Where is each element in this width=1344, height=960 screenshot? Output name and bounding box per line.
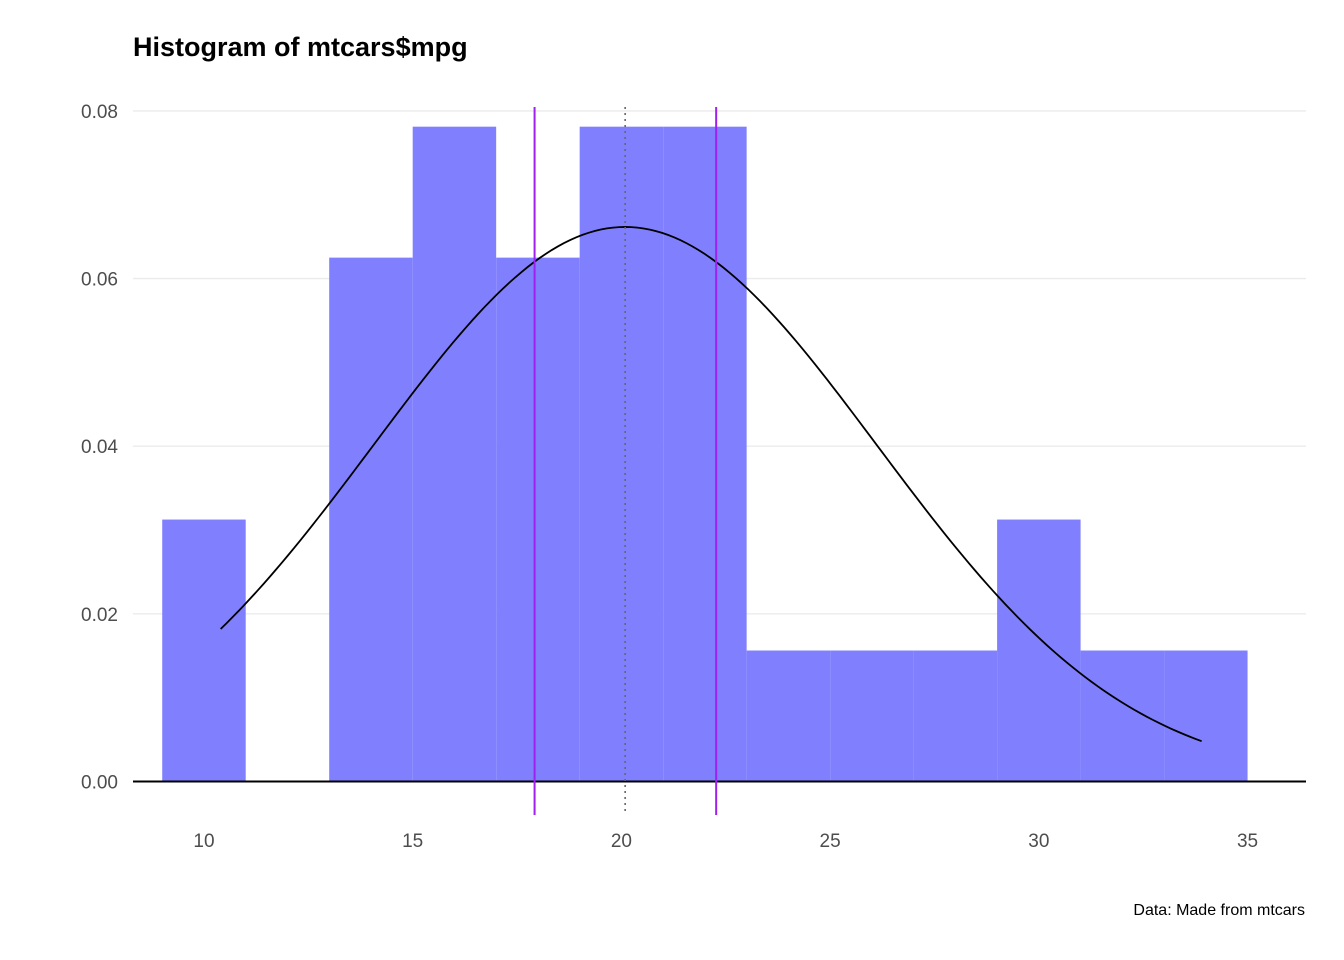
density-curve	[220, 226, 1202, 743]
y-tick-label: 0.06	[81, 270, 118, 291]
histogram-bar	[913, 650, 998, 782]
histogram-bar	[579, 126, 664, 782]
y-axis-ticks: 0.00 0.02 0.04 0.06 0.08	[81, 102, 118, 794]
histogram-bars	[162, 126, 1248, 782]
x-tick-label: 10	[193, 831, 214, 852]
histogram-bar	[162, 519, 246, 782]
x-tick-label: 25	[820, 831, 841, 852]
chart-title: Histogram of mtcars$mpg	[133, 32, 468, 62]
histogram-bar	[1080, 650, 1165, 782]
histogram-bar	[997, 519, 1081, 782]
histogram-bar	[496, 257, 580, 782]
histogram-bar	[329, 257, 413, 782]
x-tick-label: 30	[1028, 831, 1049, 852]
x-tick-label: 15	[402, 831, 423, 852]
histogram-bar	[830, 650, 914, 782]
y-tick-label: 0.04	[81, 437, 118, 458]
density-curve-layer	[220, 226, 1202, 743]
chart-caption: Data: Made from mtcars	[1133, 902, 1305, 919]
x-axis-ticks: 10 15 20 25 30 35	[193, 831, 1258, 852]
histogram-bar	[663, 126, 747, 782]
x-tick-label: 35	[1237, 831, 1258, 852]
y-tick-label: 0.02	[81, 605, 118, 626]
histogram-bar	[746, 650, 831, 782]
y-tick-label: 0.08	[81, 102, 118, 123]
x-tick-label: 20	[611, 831, 632, 852]
y-tick-label: 0.00	[81, 772, 118, 793]
histogram-bar	[1164, 650, 1248, 782]
histogram-bar	[412, 126, 497, 782]
reference-lines	[533, 107, 718, 815]
